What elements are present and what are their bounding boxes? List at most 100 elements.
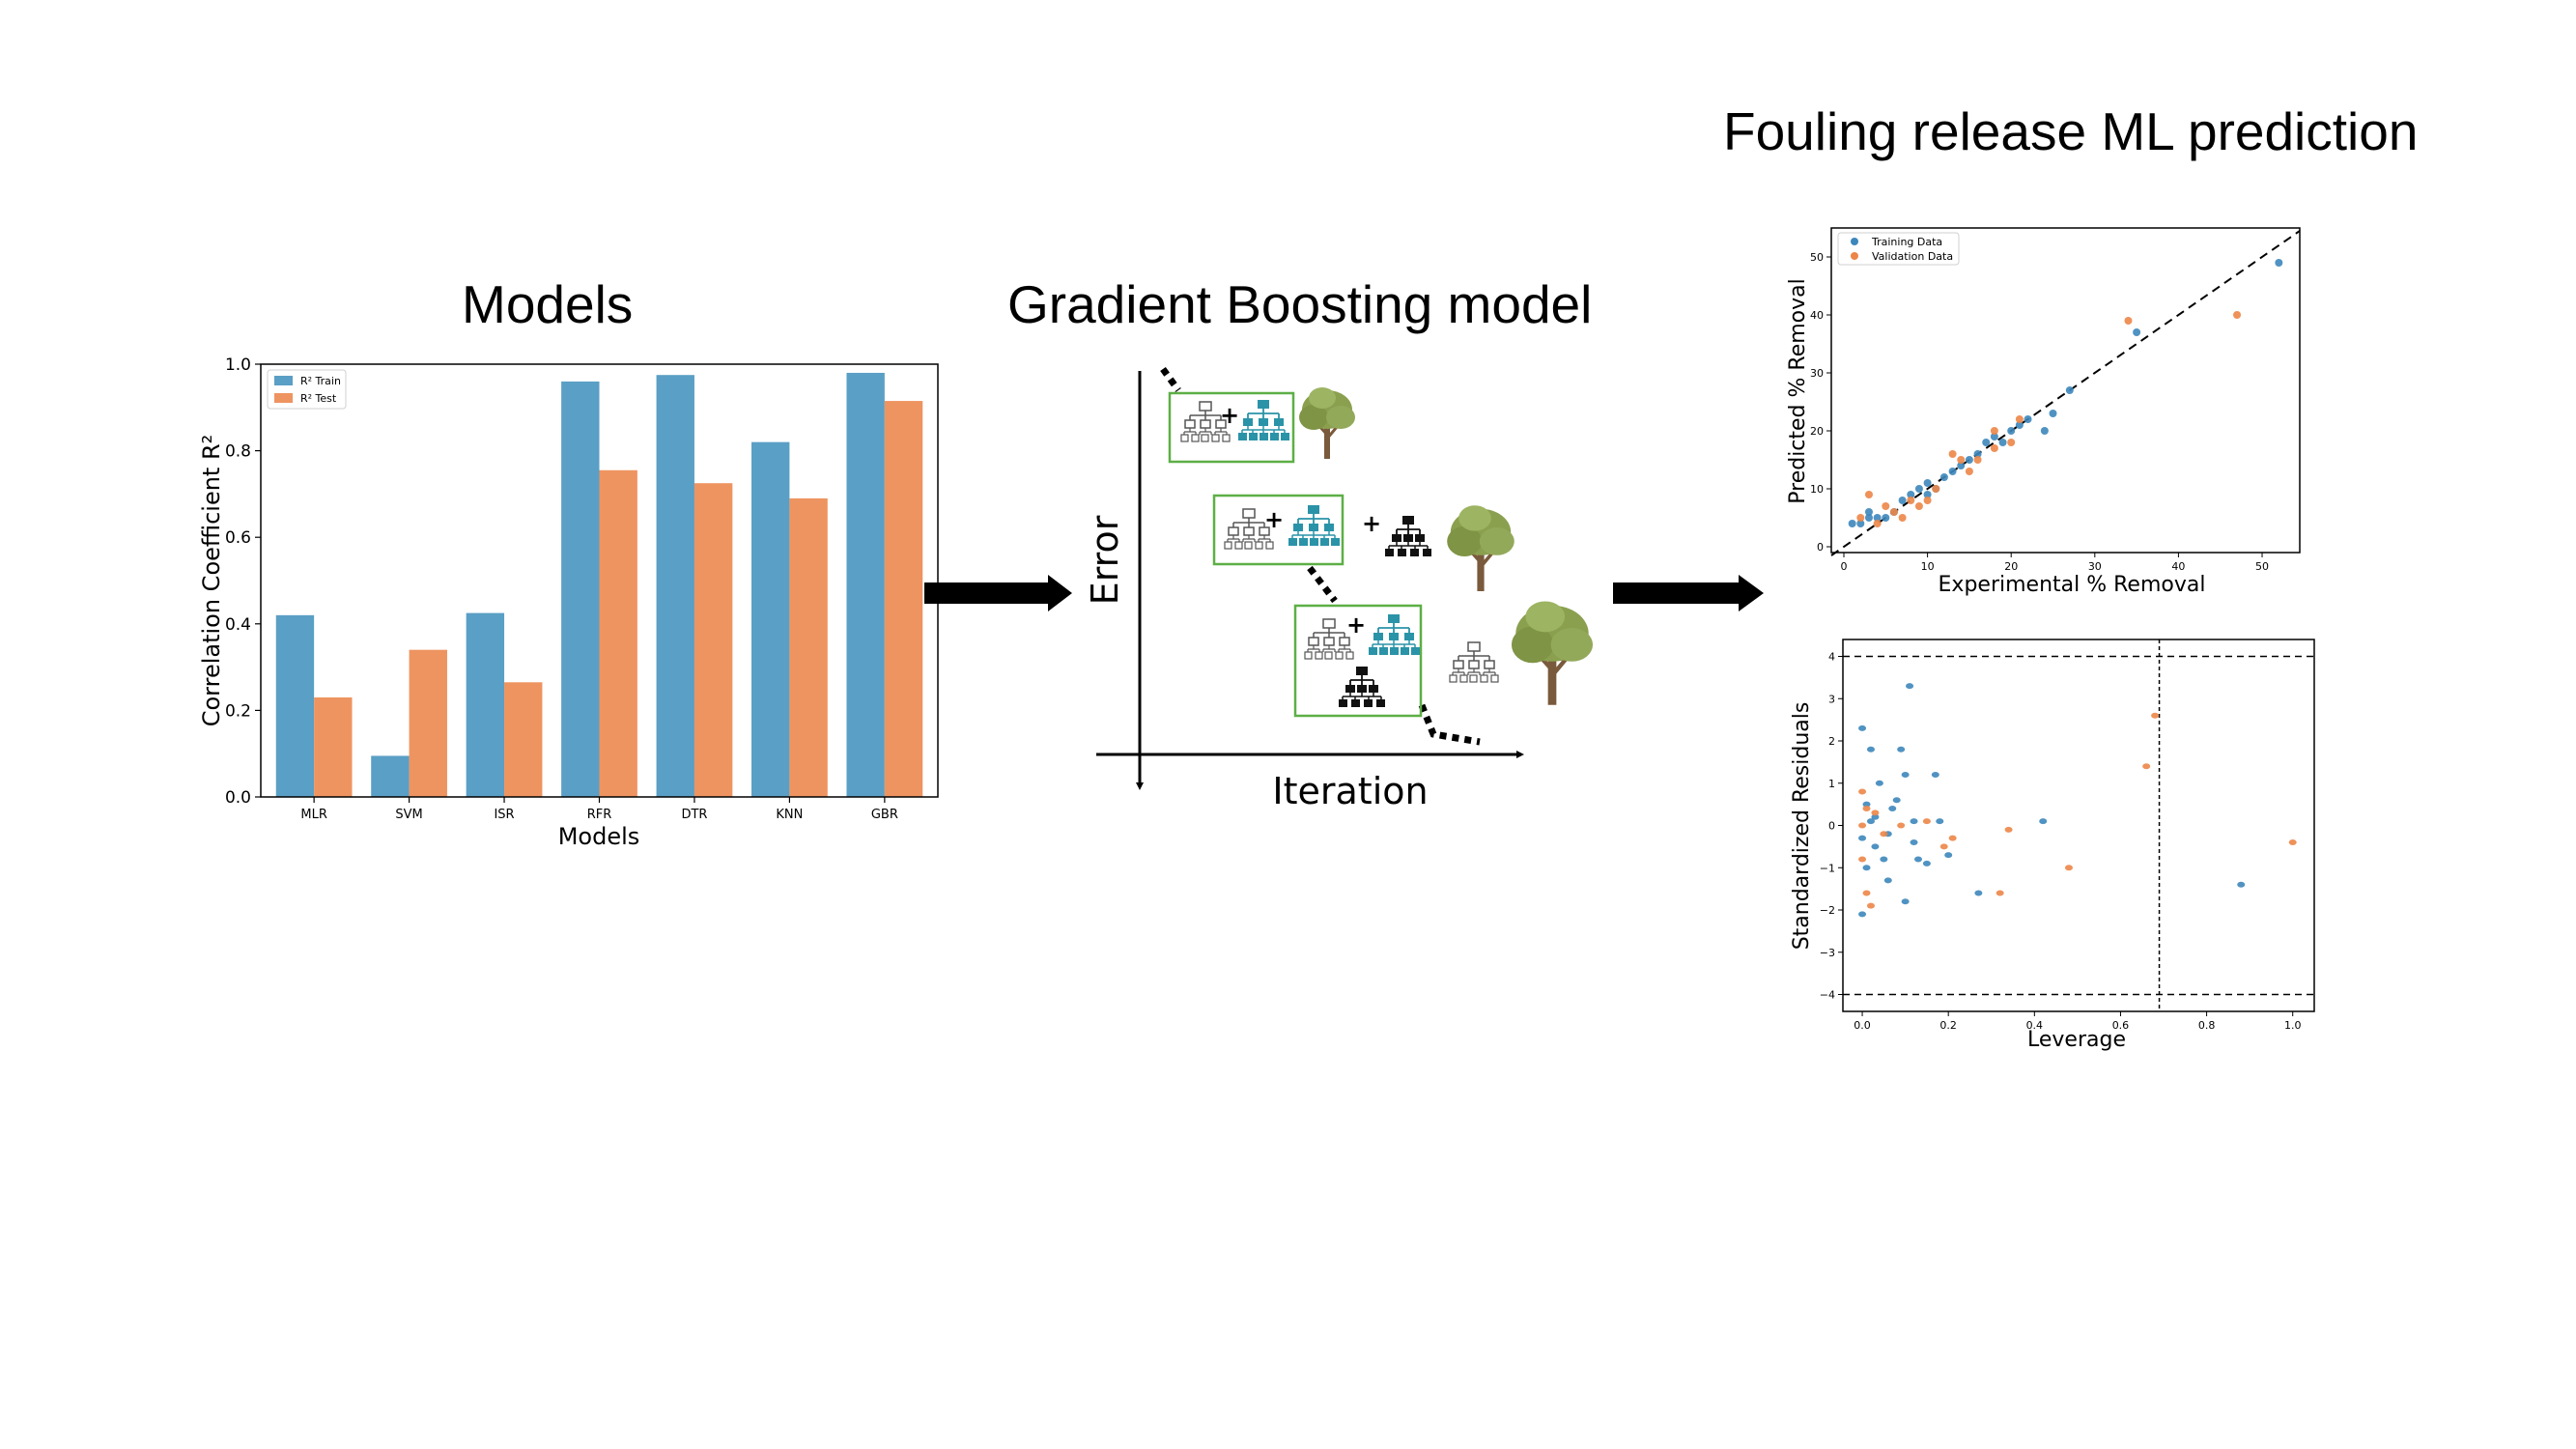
- training-point: [1873, 514, 1882, 522]
- training-point: [1913, 856, 1922, 863]
- y-tick-label: 0.2: [225, 701, 251, 721]
- training-point: [1871, 813, 1880, 820]
- x-tick-label: 0.2: [1939, 1019, 1957, 1032]
- iteration-box-2: [1212, 494, 1345, 566]
- y-tick-label: 1.0: [225, 355, 251, 375]
- tree-outline-icon: [1304, 618, 1354, 660]
- lev-x-axis-title: Leverage: [2027, 1028, 2126, 1052]
- bar-test-rfr: [599, 469, 637, 797]
- training-point: [1866, 746, 1875, 753]
- gradient-boosting-heading: Gradient Boosting model: [1007, 274, 1593, 334]
- training-point: [1906, 683, 1914, 690]
- training-point: [2039, 818, 2048, 825]
- tree-illustration-icon: [1297, 385, 1357, 461]
- plus-icon: +: [1264, 506, 1284, 533]
- training-point: [2024, 415, 2032, 423]
- bar-legend: R² Train R² Test: [267, 369, 347, 410]
- validation-point: [1897, 822, 1906, 829]
- training-point: [1907, 491, 1915, 498]
- tree-outline-icon: [1449, 641, 1499, 683]
- training-point: [1936, 818, 1944, 825]
- y-tick-label: −3: [1820, 947, 1835, 959]
- y-tick-label: −4: [1820, 989, 1835, 1002]
- validation-point: [2151, 712, 2160, 719]
- y-tick-label: 30: [1810, 367, 1824, 380]
- plus-icon: +: [1362, 510, 1381, 537]
- training-point: [1965, 456, 1973, 464]
- pred-plot-frame: [1830, 227, 2301, 554]
- bar-train-gbr: [846, 372, 885, 797]
- y-tick-label: −1: [1820, 862, 1835, 874]
- training-point: [2049, 410, 2057, 417]
- y-tick-label: 10: [1810, 483, 1824, 496]
- training-point: [1931, 772, 1939, 778]
- fouling-release-heading: Fouling release ML prediction: [1723, 101, 2419, 161]
- tree-illustration-icon: [1512, 601, 1593, 704]
- training-point: [2275, 259, 2283, 267]
- training-point: [1889, 508, 1898, 516]
- validation-point: [1914, 502, 1923, 510]
- training-point: [1862, 801, 1871, 808]
- x-tick-label: 40: [2171, 560, 2185, 573]
- training-point: [1864, 508, 1873, 516]
- validation-point: [1939, 843, 1948, 850]
- training-point: [1892, 797, 1901, 804]
- validation-point: [1922, 818, 1931, 825]
- tree-teal-icon: [1237, 399, 1290, 441]
- validation-point: [1856, 514, 1865, 522]
- legend-label-validation: Validation Data: [1872, 250, 1953, 263]
- validation-point: [1957, 456, 1966, 464]
- validation-point: [1923, 497, 1932, 504]
- training-point: [2133, 328, 2141, 336]
- validation-point: [1862, 890, 1871, 896]
- training-point: [1974, 890, 1983, 896]
- tree-illustration-icon: [1445, 503, 1516, 593]
- validation-point: [1990, 427, 1998, 435]
- training-point: [1901, 898, 1910, 905]
- validation-point: [1866, 902, 1875, 909]
- x-tick-label: 0.6: [2112, 1019, 2130, 1032]
- x-tick-label: MLR: [300, 808, 327, 822]
- training-point: [1914, 485, 1923, 493]
- validation-point: [2007, 439, 2016, 446]
- validation-point: [1871, 810, 1880, 816]
- validation-point: [1898, 514, 1907, 522]
- validation-point: [2233, 311, 2242, 319]
- legend-label-train: R² Train: [300, 375, 341, 387]
- lev-y-axis-title: Standardized Residuals: [1790, 702, 1814, 951]
- x-tick-label: SVM: [395, 808, 422, 822]
- training-point: [1858, 724, 1867, 731]
- training-point: [1898, 497, 1907, 504]
- training-point: [1923, 479, 1932, 487]
- iteration-box-3: [1293, 604, 1423, 718]
- training-point: [2065, 386, 2074, 394]
- tree-teal-icon: [1368, 613, 1421, 656]
- legend-swatch-train: [274, 376, 293, 385]
- y-tick-label: 20: [1810, 425, 1824, 438]
- x-tick-label: DTR: [681, 808, 707, 822]
- x-tick-label: 30: [2088, 560, 2102, 573]
- training-point: [1939, 473, 1948, 481]
- training-point: [1922, 860, 1931, 867]
- bar-train-dtr: [656, 375, 694, 797]
- training-point: [1875, 780, 1883, 786]
- training-point: [1871, 843, 1880, 850]
- validation-point: [1858, 788, 1867, 795]
- training-point: [1858, 835, 1867, 841]
- iteration-box-1: [1168, 391, 1295, 464]
- x-tick-label: 50: [2255, 560, 2269, 573]
- validation-point: [2288, 839, 2297, 845]
- training-point: [1948, 468, 1957, 475]
- x-tick-label: 20: [2004, 560, 2018, 573]
- plus-icon: +: [1220, 402, 1239, 429]
- legend-label-training: Training Data: [1871, 236, 1942, 248]
- validation-point: [1858, 856, 1867, 863]
- tree-outline-icon: [1180, 401, 1231, 442]
- y-tick-label: 0.0: [225, 788, 251, 808]
- legend-marker-training: [1851, 238, 1858, 245]
- bar-train-knn: [751, 441, 790, 797]
- validation-point: [1862, 806, 1871, 811]
